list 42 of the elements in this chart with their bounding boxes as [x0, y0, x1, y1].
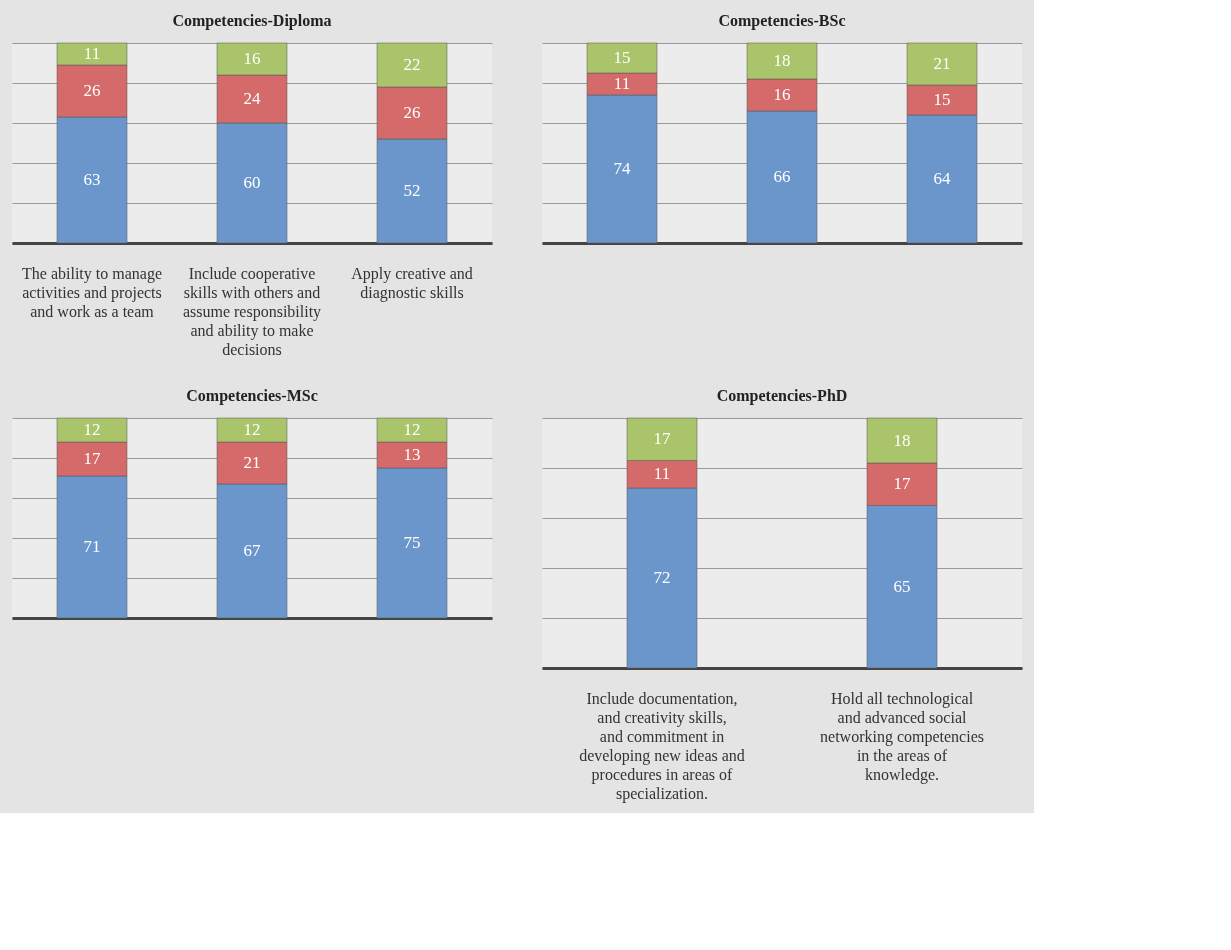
data-label: 12 — [243, 420, 261, 439]
data-label: 72 — [653, 568, 671, 587]
data-label: 21 — [243, 453, 261, 472]
data-label: 13 — [403, 445, 421, 464]
data-label: 15 — [933, 90, 951, 109]
data-label: 16 — [773, 85, 791, 104]
chart-title: Competencies-Diploma — [172, 11, 332, 30]
data-label: 71 — [83, 537, 101, 556]
x-tick-label: Apply creative and diagnostic skills — [351, 264, 473, 302]
data-label: 21 — [933, 54, 951, 73]
data-label: 24 — [243, 89, 261, 108]
x-tick-label: Include cooperative skills with others and assume responsibility and ability to make decisions — [182, 264, 322, 358]
x-tick-label: Hold all technological and advanced social networking competencies in the areas of knowledge. — [820, 689, 984, 784]
x-tick-label: The ability to manage activities and projects and work as a team — [22, 264, 162, 320]
data-label: 66 — [773, 167, 791, 186]
x-tick-label: Include documentation, and creativity skills, and commitment in developing new ideas and procedures in areas of specialization. — [579, 689, 745, 803]
data-label: 18 — [893, 430, 911, 450]
chart-title: Competencies-BSc — [718, 11, 846, 30]
data-label: 11 — [83, 44, 101, 63]
data-label: 12 — [83, 420, 101, 439]
data-label: 75 — [403, 533, 421, 552]
data-label: 52 — [403, 181, 421, 200]
data-label: 22 — [403, 55, 421, 74]
data-label: 15 — [613, 48, 631, 67]
data-label: 11 — [653, 464, 671, 484]
data-label: 18 — [773, 51, 791, 70]
chart-title: Competencies-PhD — [716, 386, 848, 405]
data-label: 11 — [613, 74, 631, 93]
data-label: 74 — [613, 159, 631, 178]
data-label: 60 — [243, 173, 261, 192]
data-label: 12 — [403, 420, 421, 439]
data-label: 17 — [83, 449, 101, 468]
data-label: 67 — [243, 541, 261, 560]
data-label: 65 — [893, 576, 911, 596]
data-label: 26 — [83, 81, 101, 100]
chart-title: Competencies-MSc — [186, 386, 318, 405]
data-label: 17 — [893, 474, 911, 494]
data-label: 64 — [933, 169, 951, 188]
data-label: 26 — [403, 103, 421, 122]
data-label: 63 — [83, 170, 101, 189]
data-label: 17 — [653, 429, 671, 449]
data-label: 16 — [243, 49, 261, 68]
